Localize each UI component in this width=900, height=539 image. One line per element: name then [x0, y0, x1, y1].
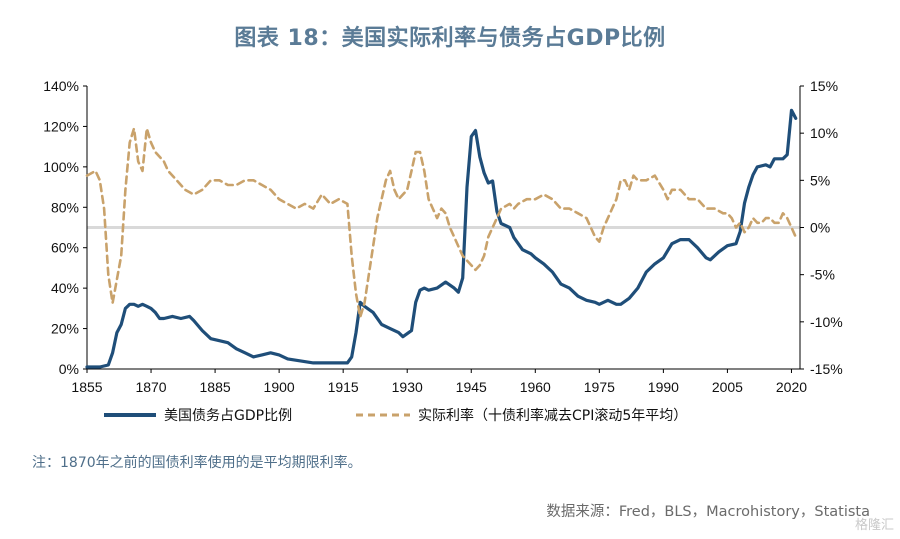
- right-tick-label: -5%: [810, 267, 835, 283]
- chart-title: 图表 18：美国实际利率与债务占GDP比例: [234, 26, 666, 51]
- right-tick-label: 10%: [810, 125, 838, 141]
- right-tick-label: -10%: [810, 314, 843, 330]
- left-tick-label: 20%: [51, 321, 79, 337]
- left-tick-label: 100%: [43, 159, 79, 175]
- left-tick-label: 40%: [51, 280, 79, 296]
- x-tick-label: 1960: [520, 379, 551, 395]
- series-line-real-rate: [85, 127, 797, 319]
- x-tick-label: 1900: [264, 379, 295, 395]
- x-tick-label: 1915: [328, 379, 359, 395]
- right-tick-label: 0%: [810, 220, 830, 236]
- data-source: 数据来源：Fred，BLS，Macrohistory，Statista: [546, 504, 870, 520]
- x-tick-label: 1870: [135, 379, 166, 395]
- series-line-debt: [85, 108, 798, 369]
- chart-svg: 0% 20% 40% 60% 80% 100% 120% 140% -15% -10% -5% 0% 5…: [43, 78, 843, 424]
- right-tick-label: -15%: [810, 361, 843, 377]
- x-tick-label: 1990: [648, 379, 679, 395]
- x-tick-label: 1885: [200, 379, 231, 395]
- x-tick-label: 1855: [71, 379, 102, 395]
- left-tick-label: 80%: [51, 199, 79, 215]
- left-tick-label: 60%: [51, 240, 79, 256]
- legend: 美国债务占GDP比例 实际利率（十债利率减去CPI滚动5年平均）: [104, 407, 687, 424]
- x-tick-label: 1975: [584, 379, 615, 395]
- x-tick-label: 2020: [776, 379, 807, 395]
- ticks-layer: 0% 20% 40% 60% 80% 100% 120% 140% -15% -10% -5% 0% 5…: [43, 78, 843, 395]
- chart-note: 注：1870年之前的国债利率使用的是平均期限利率。: [32, 455, 362, 471]
- left-tick-label: 120%: [43, 118, 79, 134]
- series-layer: [85, 108, 798, 369]
- right-tick-label: 5%: [810, 172, 830, 188]
- watermark: 格隆汇: [854, 518, 894, 533]
- left-tick-label: 0%: [59, 361, 79, 377]
- left-tick-label: 140%: [43, 78, 79, 94]
- legend-label-debt: 美国债务占GDP比例: [164, 408, 292, 424]
- x-tick-label: 1930: [392, 379, 423, 395]
- x-tick-label: 2005: [712, 379, 743, 395]
- legend-label-real-rate: 实际利率（十债利率减去CPI滚动5年平均）: [418, 407, 687, 424]
- x-tick-label: 1945: [456, 379, 487, 395]
- right-tick-label: 15%: [810, 78, 838, 94]
